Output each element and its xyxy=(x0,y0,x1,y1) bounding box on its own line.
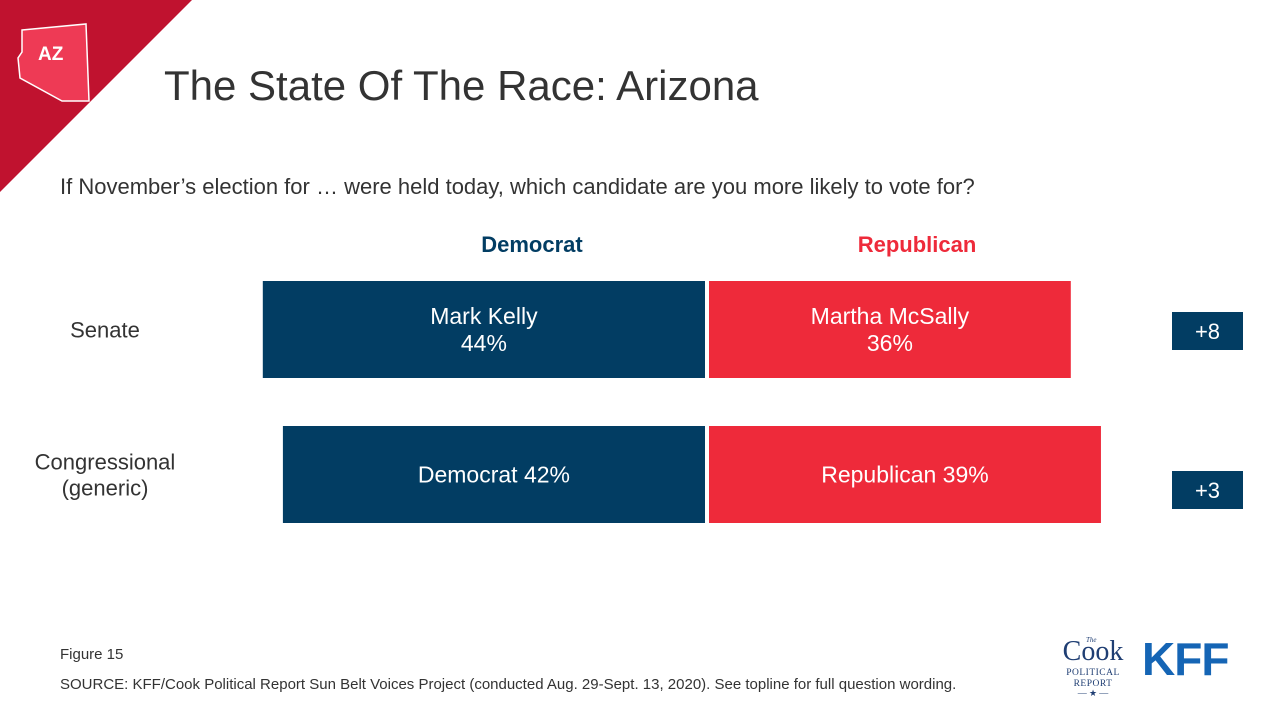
figure-number: Figure 15 xyxy=(60,646,124,663)
page-title: The State Of The Race: Arizona xyxy=(164,62,759,109)
bar-label-democrat: Mark Kelly 44% xyxy=(430,303,538,356)
margin-label: +3 xyxy=(1195,478,1220,503)
chart-row: Congressional (generic) Democrat 42% Republ… xyxy=(35,426,1243,523)
source-note: SOURCE: KFF/Cook Political Report Sun Be… xyxy=(60,676,957,693)
bar-republican xyxy=(709,281,1071,378)
bar-label-republican: Republican 39% xyxy=(821,462,989,488)
column-header-democrat: Democrat xyxy=(481,232,583,257)
cook-logo-word: Cook xyxy=(1062,636,1124,667)
bar-democrat xyxy=(282,426,705,523)
bar-label-republican: Martha McSally 36% xyxy=(811,303,970,356)
column-header-republican: Republican xyxy=(858,232,977,257)
bar-republican xyxy=(709,426,1101,523)
state-code-label: AZ xyxy=(38,44,64,65)
category-label: Senate xyxy=(70,318,140,343)
arizona-state-icon xyxy=(17,23,90,102)
cook-logo-the: The xyxy=(1086,636,1097,644)
bar-label-democrat: Democrat 42% xyxy=(418,462,570,488)
margin-label: +8 xyxy=(1195,319,1220,344)
cook-logo-star: — ★ — xyxy=(1077,688,1109,698)
corner-banner xyxy=(0,0,192,192)
survey-question: If November’s election for … were held t… xyxy=(60,174,975,199)
cook-political-report-logo: The Cook POLITICAL REPORT — ★ — xyxy=(1056,636,1130,700)
margin-box xyxy=(1172,471,1243,509)
category-label: Congressional (generic) xyxy=(35,450,176,501)
margin-box xyxy=(1172,312,1243,350)
cook-logo-political: POLITICAL xyxy=(1066,668,1120,678)
chart-row: Senate Mark Kelly 44% Martha McSally 36% +8 xyxy=(70,281,1243,378)
cook-logo-report: REPORT xyxy=(1073,679,1113,689)
stacked-bar-chart: Democrat Republican Senate Mark Kelly 44% Ma… xyxy=(35,232,1243,523)
kff-logo: KFF xyxy=(1142,633,1229,685)
bar-democrat xyxy=(262,281,705,378)
